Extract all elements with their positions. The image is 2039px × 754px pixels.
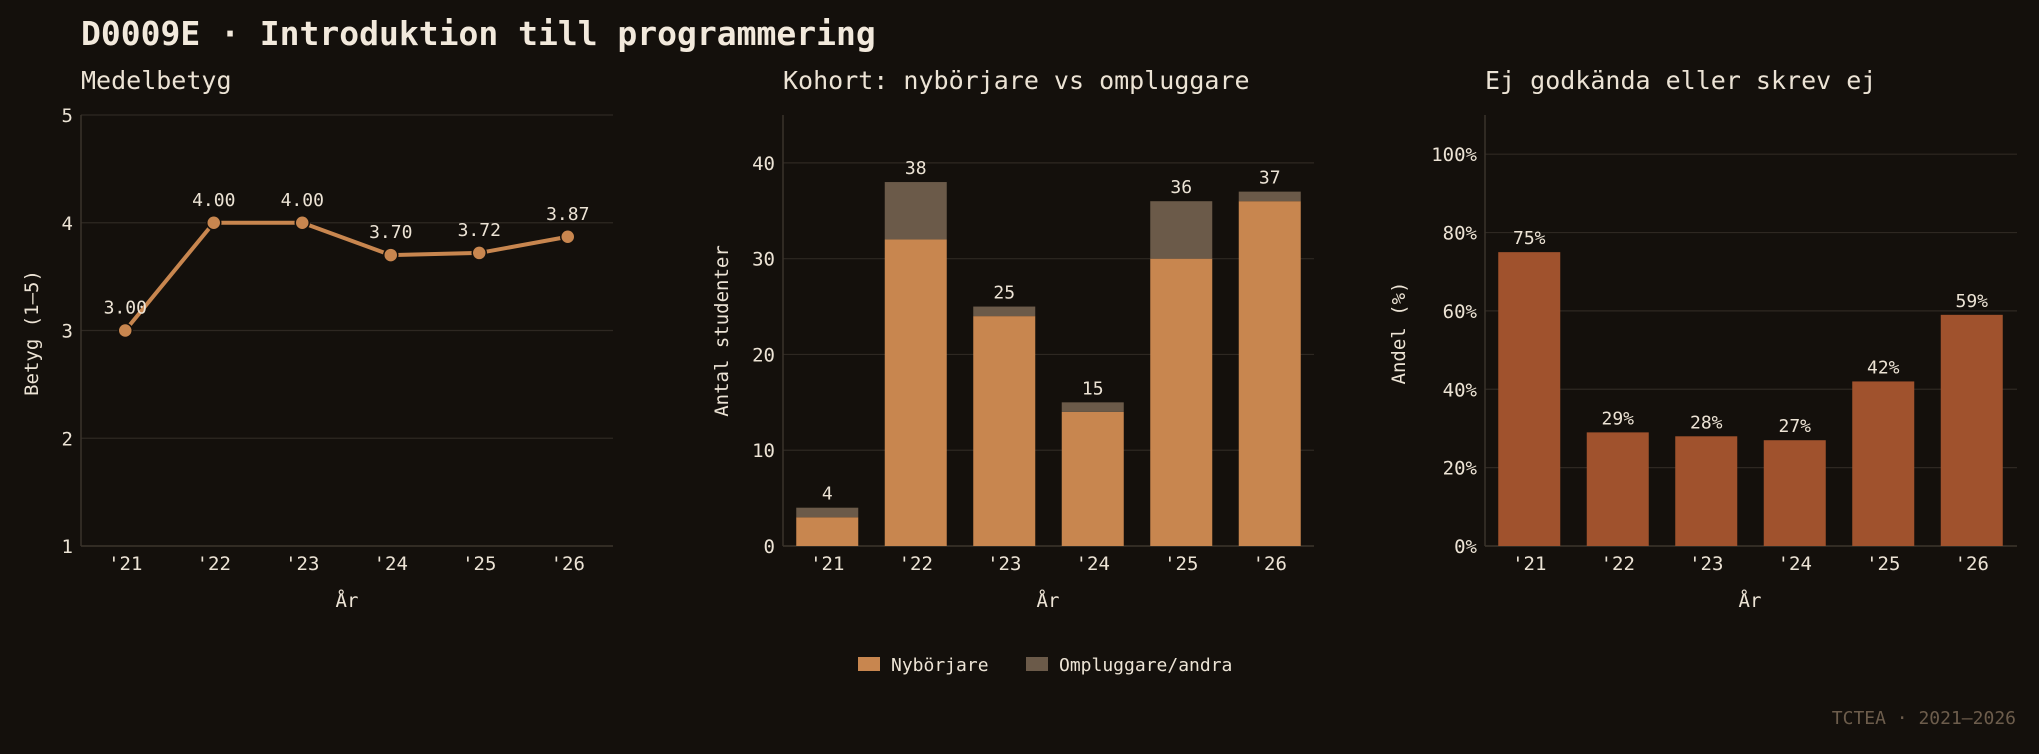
y-tick-label-medelbetyg: 3 [62, 321, 73, 343]
x-tick-label-medelbetyg: '26 [551, 553, 585, 575]
y-tick-label-ej-godkanda: 40% [1443, 379, 1478, 401]
bar-ompluggare [796, 507, 859, 518]
bar-nyborjare [1061, 411, 1124, 546]
bar-nyborjare [796, 517, 859, 546]
footer-credit: TCTEA · 2021–2026 [1831, 708, 2016, 729]
panel-kohort: Kohort: nybörjare vs ompluggare År Antal… [711, 66, 1314, 676]
data-label: 59% [1955, 291, 1988, 312]
x-tick-label-ej-godkanda: '24 [1778, 553, 1812, 575]
panel-title-kohort: Kohort: nybörjare vs ompluggare [783, 66, 1250, 95]
bar-ompluggare [1061, 402, 1124, 412]
y-tick-label-kohort: 20 [752, 344, 775, 366]
data-point [560, 229, 576, 245]
data-label: 42% [1867, 357, 1900, 378]
y-tick-label-ej-godkanda: 100% [1431, 144, 1477, 166]
y-tick-label-medelbetyg: 5 [62, 105, 73, 127]
data-label: 25 [993, 283, 1015, 304]
x-tick-label-kohort: '25 [1164, 553, 1198, 575]
data-label: 15 [1082, 378, 1104, 399]
x-tick-label-kohort: '24 [1076, 553, 1110, 575]
x-axis-label-medelbetyg: År [336, 589, 359, 612]
y-tick-label-kohort: 0 [764, 536, 775, 558]
y-tick-label-medelbetyg: 4 [62, 213, 73, 235]
data-point [471, 245, 487, 261]
data-label: 4.00 [192, 190, 235, 211]
y-tick-label-kohort: 10 [752, 440, 775, 462]
data-label: 4.00 [281, 190, 324, 211]
y-tick-label-medelbetyg: 1 [62, 536, 73, 558]
legend: Nybörjare Ompluggare/andra [858, 655, 1232, 676]
x-tick-label-ej-godkanda: '25 [1866, 553, 1900, 575]
legend-label-nyborjare: Nybörjare [891, 655, 989, 676]
x-axis-label-kohort: År [1037, 589, 1060, 612]
legend-label-ompluggare: Ompluggare/andra [1059, 655, 1232, 676]
y-tick-label-medelbetyg: 2 [62, 428, 73, 450]
bar-ej-godkanda [1675, 436, 1738, 546]
x-tick-label-medelbetyg: '21 [108, 553, 142, 575]
x-tick-label-ej-godkanda: '26 [1955, 553, 1989, 575]
bar-ompluggare [884, 182, 947, 240]
data-label: 38 [905, 158, 927, 179]
bar-nyborjare [1238, 201, 1301, 546]
bar-nyborjare [884, 239, 947, 546]
bar-ej-godkanda [1586, 432, 1649, 546]
data-label: 29% [1601, 408, 1634, 429]
x-tick-label-kohort: '23 [987, 553, 1021, 575]
bar-nyborjare [973, 316, 1036, 546]
x-tick-label-medelbetyg: '23 [285, 553, 319, 575]
legend-swatch-ompluggare [1026, 657, 1048, 671]
bar-ej-godkanda [1940, 314, 2003, 546]
data-label: 3.00 [104, 298, 147, 319]
panel-title-medelbetyg: Medelbetyg [81, 66, 232, 95]
bar-ompluggare [1238, 191, 1301, 202]
data-label: 37 [1259, 168, 1281, 189]
x-tick-label-ej-godkanda: '22 [1601, 553, 1635, 575]
data-label: 28% [1690, 412, 1723, 433]
bar-ej-godkanda [1852, 381, 1915, 546]
x-tick-label-medelbetyg: '25 [462, 553, 496, 575]
y-tick-label-ej-godkanda: 80% [1443, 223, 1478, 245]
bar-ompluggare [1150, 201, 1213, 259]
data-label: 3.87 [546, 204, 589, 225]
x-tick-label-kohort: '22 [899, 553, 933, 575]
data-label: 4 [822, 484, 833, 505]
x-tick-label-medelbetyg: '22 [197, 553, 231, 575]
y-axis-label-ej-godkanda: Andel (%) [1388, 282, 1410, 385]
y-tick-label-ej-godkanda: 20% [1443, 458, 1478, 480]
y-axis-label-medelbetyg: Betyg (1–5) [21, 270, 43, 396]
x-tick-label-kohort: '26 [1253, 553, 1287, 575]
x-tick-label-medelbetyg: '24 [374, 553, 408, 575]
x-axis-label-ej-godkanda: År [1739, 589, 1762, 612]
data-label: 27% [1778, 416, 1811, 437]
y-tick-label-kohort: 40 [752, 153, 775, 175]
data-point [383, 247, 399, 263]
data-point [117, 322, 133, 339]
panel-ej-godkanda: Ej godkända eller skrev ej År Andel (%) … [1388, 66, 2017, 612]
data-label: 36 [1170, 177, 1192, 198]
data-point [294, 215, 310, 231]
panel-title-ej-godkanda: Ej godkända eller skrev ej [1485, 66, 1876, 95]
y-tick-label-kohort: 30 [752, 249, 775, 271]
page-title: D0009E · Introduktion till programmering [81, 14, 876, 53]
data-label: 75% [1513, 228, 1546, 249]
data-label: 3.72 [458, 220, 501, 241]
legend-swatch-nyborjare [858, 657, 880, 671]
bar-ej-godkanda [1763, 440, 1826, 546]
y-tick-label-ej-godkanda: 60% [1443, 301, 1478, 323]
bar-ompluggare [973, 306, 1036, 317]
bar-ej-godkanda [1498, 252, 1561, 547]
y-axis-label-kohort: Antal studenter [711, 245, 733, 417]
y-tick-label-ej-godkanda: 0% [1454, 536, 1477, 558]
x-tick-label-ej-godkanda: '23 [1689, 553, 1723, 575]
x-tick-label-ej-godkanda: '21 [1512, 553, 1546, 575]
bar-nyborjare [1150, 258, 1213, 546]
data-label: 3.70 [369, 222, 412, 243]
panel-medelbetyg: Medelbetyg År Betyg (1–5) 1 2 3 4 5 '21 '22 '23… [21, 66, 613, 612]
series-line-medelbetyg [123, 220, 569, 332]
x-tick-label-kohort: '21 [810, 553, 844, 575]
data-point [206, 215, 222, 231]
